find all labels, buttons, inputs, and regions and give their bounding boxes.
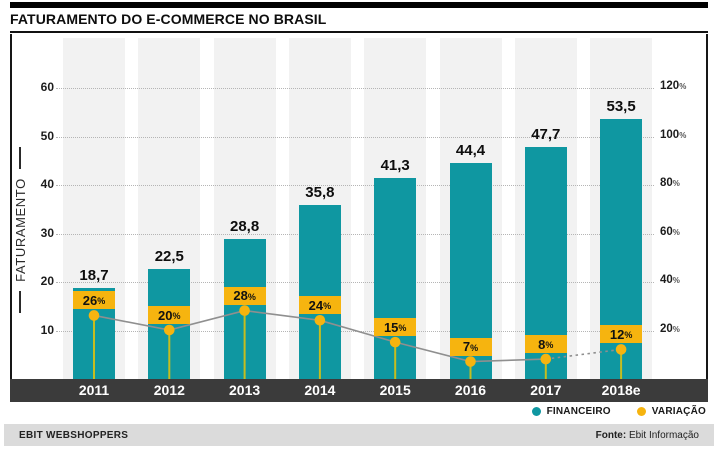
variacao-dot-icon bbox=[636, 406, 646, 416]
legend-item-financeiro: FINANCEIRO bbox=[531, 405, 611, 417]
variation-dot-2016 bbox=[465, 356, 476, 367]
variation-unit: % bbox=[172, 311, 181, 321]
footer-source-value: Ebit Informação bbox=[628, 429, 699, 441]
variation-unit: % bbox=[398, 323, 407, 334]
footer-source-label: Fonte: bbox=[595, 429, 627, 441]
right-axis-unit: % bbox=[679, 130, 687, 140]
financeiro-dot-icon bbox=[531, 406, 541, 416]
year-label-2017: 2017 bbox=[530, 382, 562, 398]
footer-source: Fonte: Ebit Informação bbox=[596, 430, 699, 441]
right-axis-unit: % bbox=[672, 227, 680, 237]
chart-frame: 60 120% 50 100% 40 80% 30 60% 20 40% 10 20% 26% 20% 28… bbox=[10, 34, 708, 402]
left-axis-tick-20: 20 bbox=[40, 274, 54, 288]
variation-unit: % bbox=[247, 291, 256, 302]
variation-dot-2011 bbox=[88, 310, 100, 321]
bar-value-2012: 22,5 bbox=[154, 248, 184, 266]
variation-label-2011: 26% bbox=[73, 291, 115, 310]
variation-dot-2017 bbox=[540, 353, 552, 365]
legend-label-variacao: VARIAÇÃO bbox=[651, 405, 706, 417]
variation-label-2012: 20% bbox=[148, 306, 191, 324]
variation-dot-2012 bbox=[164, 324, 175, 336]
left-axis-tick-60: 60 bbox=[40, 80, 54, 94]
right-axis-unit: % bbox=[672, 276, 680, 285]
year-label-2015: 2015 bbox=[379, 382, 411, 398]
variation-label-2015: 15% bbox=[374, 318, 417, 337]
bar-value-2011: 18,7 bbox=[79, 266, 109, 284]
gridline-40 bbox=[56, 185, 654, 186]
frame-border-right bbox=[706, 34, 708, 379]
right-axis-tick-40: 40% bbox=[660, 274, 680, 286]
right-axis-unit: % bbox=[672, 179, 680, 188]
variation-dot-2014 bbox=[314, 315, 326, 326]
left-axis-tick-40: 40 bbox=[40, 177, 54, 191]
variation-unit: % bbox=[97, 296, 106, 307]
variation-dot-2013 bbox=[239, 305, 250, 316]
legend: FINANCEIRO VARIAÇÃO bbox=[531, 404, 706, 418]
right-axis-tick-120: 120% bbox=[660, 80, 687, 92]
year-label-2012: 2012 bbox=[153, 382, 185, 398]
year-label-2018e: 2018e bbox=[601, 382, 641, 398]
bar-value-2016: 44,4 bbox=[455, 142, 486, 160]
left-axis-tick-10: 10 bbox=[40, 322, 54, 337]
year-label-2013: 2013 bbox=[229, 382, 261, 398]
variation-label-2013: 28% bbox=[223, 286, 266, 305]
right-axis-tick-60: 60% bbox=[660, 225, 680, 238]
chart-title: FATURAMENTO DO E-COMMERCE NO BRASIL bbox=[10, 11, 327, 27]
variation-dot-2018e bbox=[615, 344, 627, 355]
footer-credit: EBIT WEBSHOPPERS bbox=[19, 429, 129, 441]
top-accent-bar bbox=[10, 2, 708, 8]
bar-value-2018e: 53,5 bbox=[606, 98, 636, 116]
variation-line-overlay bbox=[88, 305, 627, 379]
right-axis-unit: % bbox=[679, 82, 687, 91]
variation-unit: % bbox=[323, 301, 332, 312]
variation-unit: % bbox=[624, 330, 633, 341]
right-axis-unit: % bbox=[672, 324, 680, 334]
variation-label-2018e: 12% bbox=[600, 325, 643, 344]
variation-unit: % bbox=[545, 340, 554, 351]
year-label-2014: 2014 bbox=[304, 382, 336, 398]
legend-item-variacao: VARIAÇÃO bbox=[636, 405, 706, 417]
right-axis-tick-80: 80% bbox=[660, 177, 680, 189]
variation-unit: % bbox=[470, 342, 479, 353]
gridline-20 bbox=[56, 282, 654, 283]
left-axis-tick-30: 30 bbox=[40, 225, 54, 240]
bar-value-2017: 47,7 bbox=[531, 126, 561, 144]
gridline-50 bbox=[56, 136, 654, 138]
variation-label-2016: 7% bbox=[449, 337, 492, 356]
year-label-2016: 2016 bbox=[454, 382, 487, 398]
x-axis-year-band: 2011 2012 2013 2014 2015 2016 2017 2018e bbox=[10, 379, 708, 402]
bar-value-2014: 35,8 bbox=[305, 183, 335, 201]
variation-dot-2015 bbox=[389, 336, 401, 348]
year-label-2011: 2011 bbox=[78, 382, 110, 398]
legend-label-financeiro: FINANCEIRO bbox=[546, 405, 611, 417]
right-axis-tick-100: 100% bbox=[660, 128, 687, 141]
bar-value-2015: 41,3 bbox=[380, 157, 410, 175]
bar-value-2013: 28,8 bbox=[229, 217, 260, 235]
frame-border-left bbox=[10, 34, 12, 379]
variation-label-2014: 24% bbox=[298, 296, 341, 315]
footer-bar: EBIT WEBSHOPPERS Fonte: Ebit Informação bbox=[4, 424, 714, 446]
gridline-30 bbox=[56, 233, 654, 235]
right-axis-tick-20: 20% bbox=[660, 322, 680, 335]
variation-trend-line-projection bbox=[545, 348, 622, 360]
left-axis-tick-50: 50 bbox=[40, 128, 54, 143]
gridline-60 bbox=[56, 88, 654, 89]
plot-area: 60 120% 50 100% 40 80% 30 60% 20 40% 10 20% 26% 20% 28… bbox=[10, 34, 708, 379]
variation-label-2017: 8% bbox=[524, 335, 567, 354]
title-rule bbox=[10, 31, 708, 33]
